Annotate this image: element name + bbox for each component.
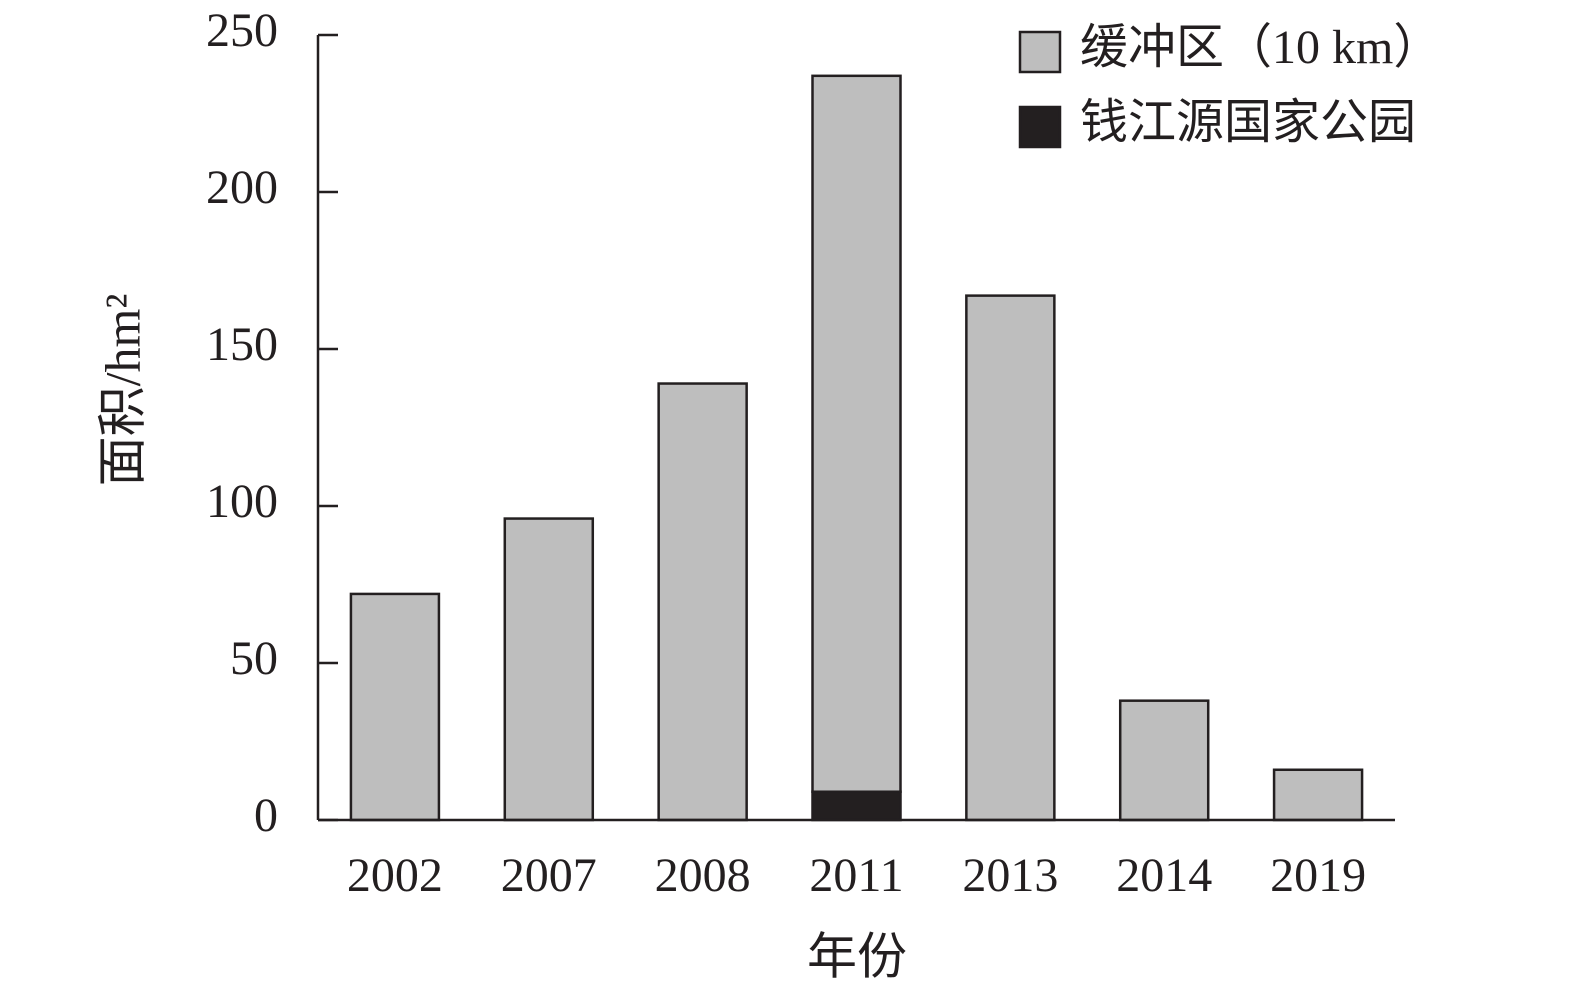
- y-tick-label: 150: [206, 318, 278, 371]
- legend-swatch: [1018, 105, 1062, 149]
- y-tick-label: 200: [206, 161, 278, 214]
- bar-segment: [811, 74, 902, 793]
- y-tick-label: 250: [206, 4, 278, 57]
- y-axis-title: 面积/hm²: [94, 294, 150, 487]
- x-axis-title: 年份: [807, 928, 907, 984]
- bar-segment: [1272, 768, 1364, 822]
- x-tick-label: 2014: [1116, 849, 1212, 902]
- x-tick-label: 2008: [655, 849, 751, 902]
- bar-segment: [349, 592, 441, 822]
- bar-segment: [657, 382, 748, 822]
- legend-swatch: [1018, 30, 1062, 74]
- x-tick-label: 2002: [347, 849, 443, 902]
- x-tick-label: 2013: [962, 849, 1058, 902]
- bar-segment: [1118, 699, 1210, 822]
- legend-label: 钱江源国家公园: [1080, 96, 1416, 149]
- x-tick-label: 2019: [1270, 849, 1366, 902]
- bar-segment: [811, 790, 902, 822]
- y-tick-label: 100: [206, 475, 278, 528]
- bar-segment: [503, 517, 595, 822]
- y-tick-label: 50: [230, 632, 278, 685]
- x-tick-label: 2011: [809, 849, 903, 902]
- legend-label: 缓冲区（10 km）: [1080, 21, 1441, 74]
- bar-segment: [965, 294, 1056, 822]
- y-tick-label: 0: [254, 789, 278, 842]
- x-tick-label: 2007: [501, 849, 597, 902]
